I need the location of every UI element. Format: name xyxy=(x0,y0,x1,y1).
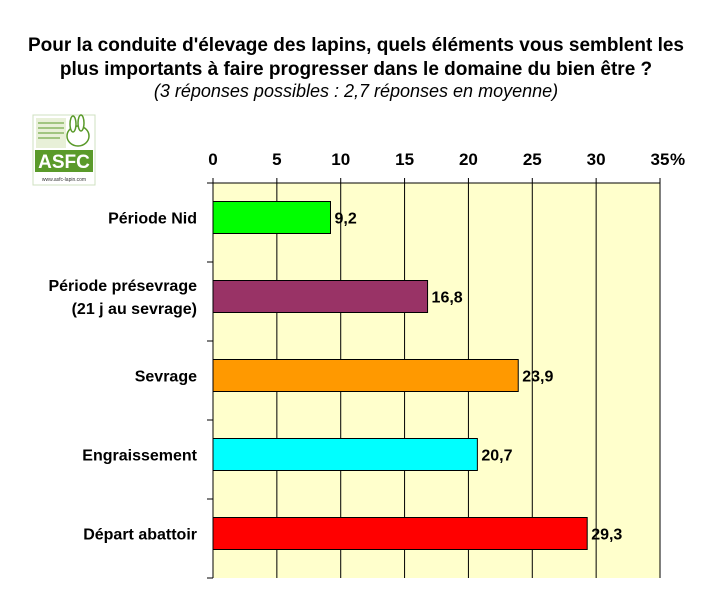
category-label: Engraissement xyxy=(82,448,197,465)
bar xyxy=(212,517,588,550)
x-tick-label: 10 xyxy=(331,150,350,169)
x-tick-label: 15 xyxy=(395,150,414,169)
bar-value-label: 20,7 xyxy=(481,448,512,465)
bar xyxy=(212,280,429,313)
bar-value-label: 23,9 xyxy=(522,369,553,386)
bar-value-label: 9,2 xyxy=(334,211,356,228)
category-label: Période présevrage xyxy=(48,278,197,295)
logo-url: www.asfc-lapin.com xyxy=(42,177,86,183)
plot-area: 0 5 10 15 20 25 30 35 % 9,2 Période Nid 16,8 Période… xyxy=(48,150,685,579)
bar xyxy=(212,201,331,234)
x-tick-label: 35 xyxy=(651,150,670,169)
x-tick-label: 25 xyxy=(523,150,542,169)
category-label: Départ abattoir xyxy=(83,527,197,544)
asfc-logo: ASFC www.asfc-lapin.com xyxy=(32,114,96,186)
category-label: Sevrage xyxy=(135,369,197,386)
bar xyxy=(212,438,478,471)
bar xyxy=(212,359,519,392)
chart-title-line1: Pour la conduite d'élevage des lapins, q… xyxy=(27,35,684,56)
x-unit-label: % xyxy=(670,150,685,169)
x-tick-label: 5 xyxy=(272,150,281,169)
x-tick-label: 0 xyxy=(208,150,217,169)
chart-title-line2: plus importants à faire progresser dans … xyxy=(59,59,653,80)
x-tick-label: 30 xyxy=(587,150,606,169)
bar-value-label: 16,8 xyxy=(432,290,463,307)
category-label: Période Nid xyxy=(108,211,197,228)
chart-subtitle: (3 réponses possibles : 2,7 réponses en … xyxy=(153,81,559,101)
bar-value-label: 29,3 xyxy=(591,527,622,544)
category-label: (21 j au sevrage) xyxy=(72,301,197,318)
logo-text: ASFC xyxy=(38,152,90,173)
x-tick-label: 20 xyxy=(459,150,478,169)
